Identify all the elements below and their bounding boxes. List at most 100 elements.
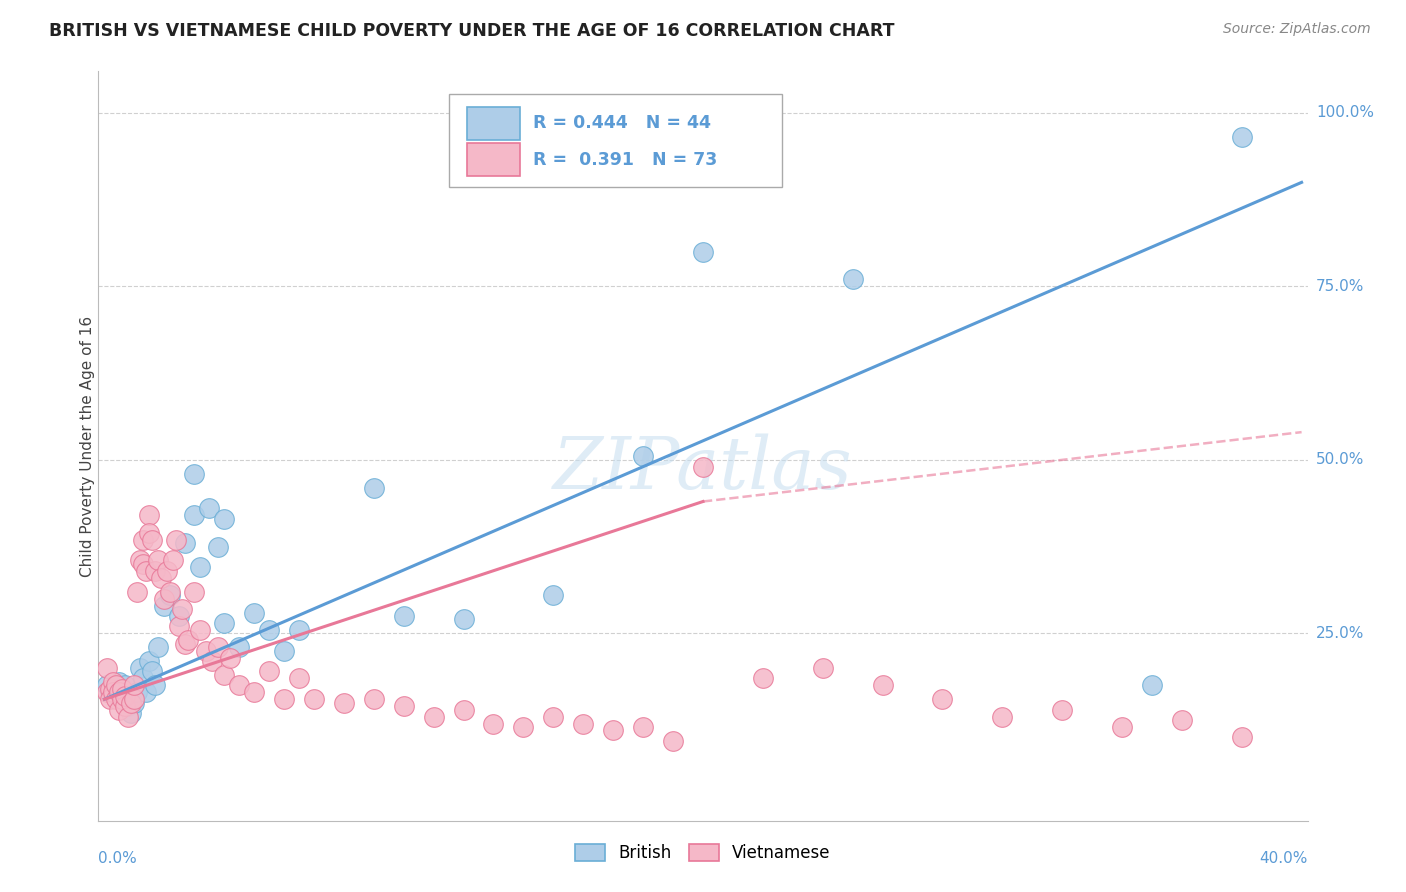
Point (602, 723, 624, 738)
Point (150, 571, 173, 585)
FancyBboxPatch shape (449, 94, 782, 187)
Point (811, 661, 834, 675)
Point (111, 692, 134, 706)
Point (273, 692, 295, 706)
Point (100, 681, 122, 696)
Point (117, 699, 139, 714)
Text: R = 0.444   N = 44: R = 0.444 N = 44 (533, 114, 710, 132)
Point (103, 681, 125, 696)
Point (363, 481, 385, 495)
Point (103, 674, 125, 689)
Point (100, 685, 122, 699)
Legend: British, Vietnamese: British, Vietnamese (569, 837, 837, 869)
Point (172, 602, 194, 616)
Point (1230, 731, 1253, 745)
Point (188, 623, 211, 637)
Point (111, 689, 134, 703)
Text: 75.0%: 75.0% (1316, 279, 1364, 294)
Point (931, 692, 953, 706)
Point (103, 685, 125, 699)
Point (156, 564, 179, 578)
Point (543, 588, 565, 602)
Point (114, 678, 136, 692)
Point (96, 685, 118, 699)
Point (543, 709, 565, 723)
Text: 100.0%: 100.0% (1316, 105, 1374, 120)
Point (288, 672, 311, 686)
Point (143, 678, 166, 692)
Point (135, 685, 157, 699)
Point (273, 643, 295, 657)
Point (212, 512, 235, 526)
Point (159, 584, 181, 599)
Text: 40.0%: 40.0% (1260, 851, 1308, 866)
Point (105, 678, 128, 692)
Point (108, 692, 131, 706)
Point (111, 681, 134, 696)
Point (482, 716, 505, 731)
Point (132, 533, 155, 547)
Point (120, 696, 142, 710)
Point (114, 699, 136, 714)
Point (127, 584, 149, 599)
Point (872, 678, 894, 692)
Point (1171, 713, 1194, 727)
Point (105, 689, 128, 703)
Point (228, 678, 250, 692)
Point (108, 685, 131, 699)
Text: Source: ZipAtlas.com: Source: ZipAtlas.com (1223, 22, 1371, 37)
Point (183, 508, 205, 523)
Point (138, 654, 160, 668)
Point (174, 637, 197, 651)
Point (127, 685, 149, 699)
Point (195, 643, 218, 657)
Point (228, 640, 250, 655)
Point (105, 692, 128, 706)
Point (148, 640, 170, 655)
Point (132, 672, 155, 686)
Point (167, 619, 190, 633)
Point (841, 272, 863, 286)
Point (138, 525, 160, 540)
Point (257, 623, 280, 637)
Point (165, 533, 187, 547)
Point (422, 709, 444, 723)
Point (96, 661, 118, 675)
Point (243, 685, 266, 699)
Point (333, 696, 356, 710)
Point (692, 244, 714, 259)
Point (662, 734, 685, 748)
Point (257, 665, 280, 679)
Point (1111, 720, 1133, 734)
Point (453, 703, 475, 717)
Point (148, 553, 170, 567)
Text: R =  0.391   N = 73: R = 0.391 N = 73 (533, 151, 717, 169)
Point (96, 678, 118, 692)
Point (124, 696, 146, 710)
Point (174, 536, 197, 550)
Point (108, 703, 131, 717)
Point (124, 678, 146, 692)
Point (143, 564, 166, 578)
Point (212, 668, 235, 682)
Point (692, 459, 714, 474)
Point (219, 650, 242, 665)
Point (991, 709, 1014, 723)
Point (392, 609, 415, 624)
Point (288, 623, 311, 637)
Point (135, 564, 157, 578)
Point (752, 672, 775, 686)
Text: 25.0%: 25.0% (1316, 626, 1364, 640)
Point (141, 533, 163, 547)
Point (132, 557, 155, 571)
Point (129, 553, 152, 567)
Point (198, 501, 221, 516)
Point (207, 640, 229, 655)
Text: ZIPatlas: ZIPatlas (553, 434, 853, 504)
Point (207, 540, 229, 554)
Point (138, 508, 160, 523)
Point (108, 674, 131, 689)
Point (1230, 130, 1253, 145)
Y-axis label: Child Poverty Under the Age of 16: Child Poverty Under the Age of 16 (80, 316, 94, 576)
Point (100, 692, 122, 706)
